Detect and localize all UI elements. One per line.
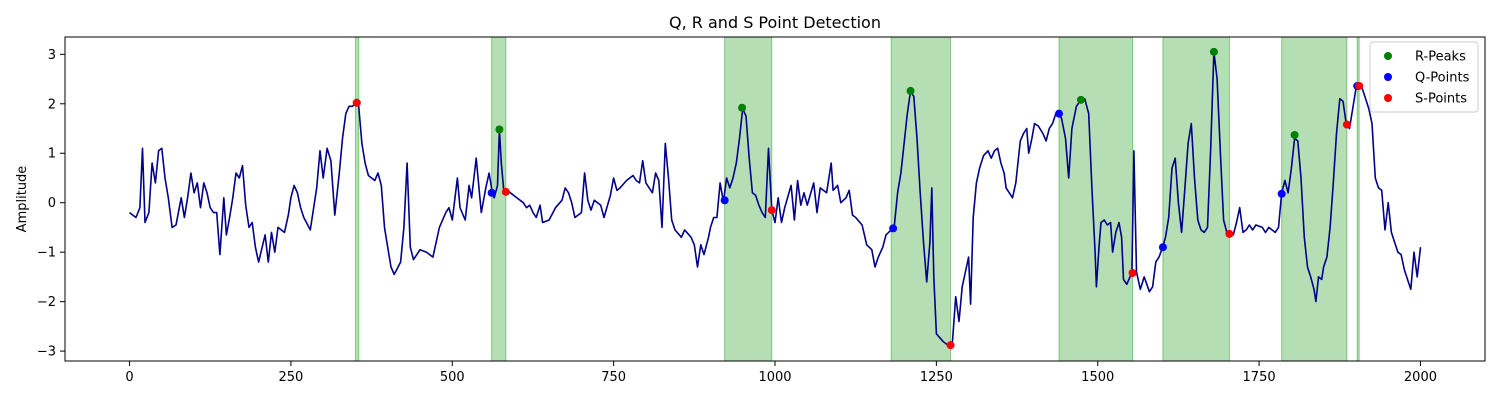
legend-label: Q-Points <box>1415 71 1470 86</box>
x-tick-label: 1500 <box>1081 370 1114 385</box>
q-point-marker <box>1055 109 1063 118</box>
qrs-region <box>491 36 507 362</box>
s-point-marker <box>352 98 361 107</box>
y-tick-label: −3 <box>37 345 56 360</box>
detected-points-layer <box>352 47 1364 350</box>
y-axis-label: Amplitude <box>15 166 30 233</box>
y-tick-label: 2 <box>48 97 56 112</box>
x-tick-label: 0 <box>125 370 133 385</box>
plot-frame <box>64 36 1486 362</box>
s-point-marker <box>1225 229 1234 238</box>
q-point-marker <box>1277 189 1286 198</box>
x-tick-label: 750 <box>601 370 626 385</box>
y-axis: −3 −2 −1 0 1 2 3 <box>37 48 65 360</box>
s-point-marker <box>1355 81 1364 90</box>
chart-title: Q, R and S Point Detection <box>669 13 881 32</box>
qrs-regions-layer <box>354 36 1360 362</box>
legend: R-Peaks Q-Points S-Points <box>1369 41 1479 113</box>
legend-items: R-Peaks Q-Points S-Points <box>1384 50 1470 107</box>
s-point-marker <box>767 206 776 215</box>
y-tick-label: 0 <box>48 196 56 211</box>
y-tick-label: −1 <box>37 246 56 261</box>
qrs-region <box>354 36 360 362</box>
qrs-region <box>1281 36 1348 362</box>
r-peak-marker <box>738 103 747 112</box>
s-point-marker <box>1128 268 1137 277</box>
legend-marker <box>1384 52 1392 60</box>
legend-label: S-Points <box>1415 92 1467 107</box>
x-tick-label: 250 <box>278 370 303 385</box>
r-peak-marker <box>906 86 915 95</box>
s-point-marker <box>946 341 955 350</box>
x-axis: 0 250 500 750 1000 1250 1500 1750 2000 <box>125 361 1437 385</box>
q-point-marker <box>1158 243 1167 252</box>
legend-label: R-Peaks <box>1415 50 1466 65</box>
s-point-marker <box>1342 120 1351 129</box>
qrs-region <box>890 36 952 362</box>
y-tick-label: 3 <box>48 48 56 63</box>
ecg-signal-line <box>129 51 1422 347</box>
r-peak-marker <box>495 125 504 134</box>
qrs-region <box>1058 36 1134 362</box>
q-point-marker <box>487 188 496 197</box>
q-point-marker <box>720 196 729 205</box>
x-tick-label: 1000 <box>758 370 791 385</box>
y-tick-label: −2 <box>37 295 56 310</box>
r-peak-marker <box>1076 95 1085 104</box>
y-tick-label: 1 <box>48 147 56 162</box>
r-peak-marker <box>1209 47 1218 56</box>
legend-marker <box>1384 73 1392 81</box>
legend-marker <box>1384 94 1392 102</box>
x-tick-label: 2000 <box>1404 370 1437 385</box>
s-point-marker <box>501 187 510 196</box>
x-tick-label: 500 <box>440 370 465 385</box>
legend-box <box>1369 41 1479 113</box>
qrs-region <box>724 36 773 362</box>
r-peak-marker <box>1290 130 1299 139</box>
q-point-marker <box>889 224 898 233</box>
x-tick-label: 1750 <box>1243 370 1276 385</box>
x-tick-label: 1250 <box>920 370 953 385</box>
